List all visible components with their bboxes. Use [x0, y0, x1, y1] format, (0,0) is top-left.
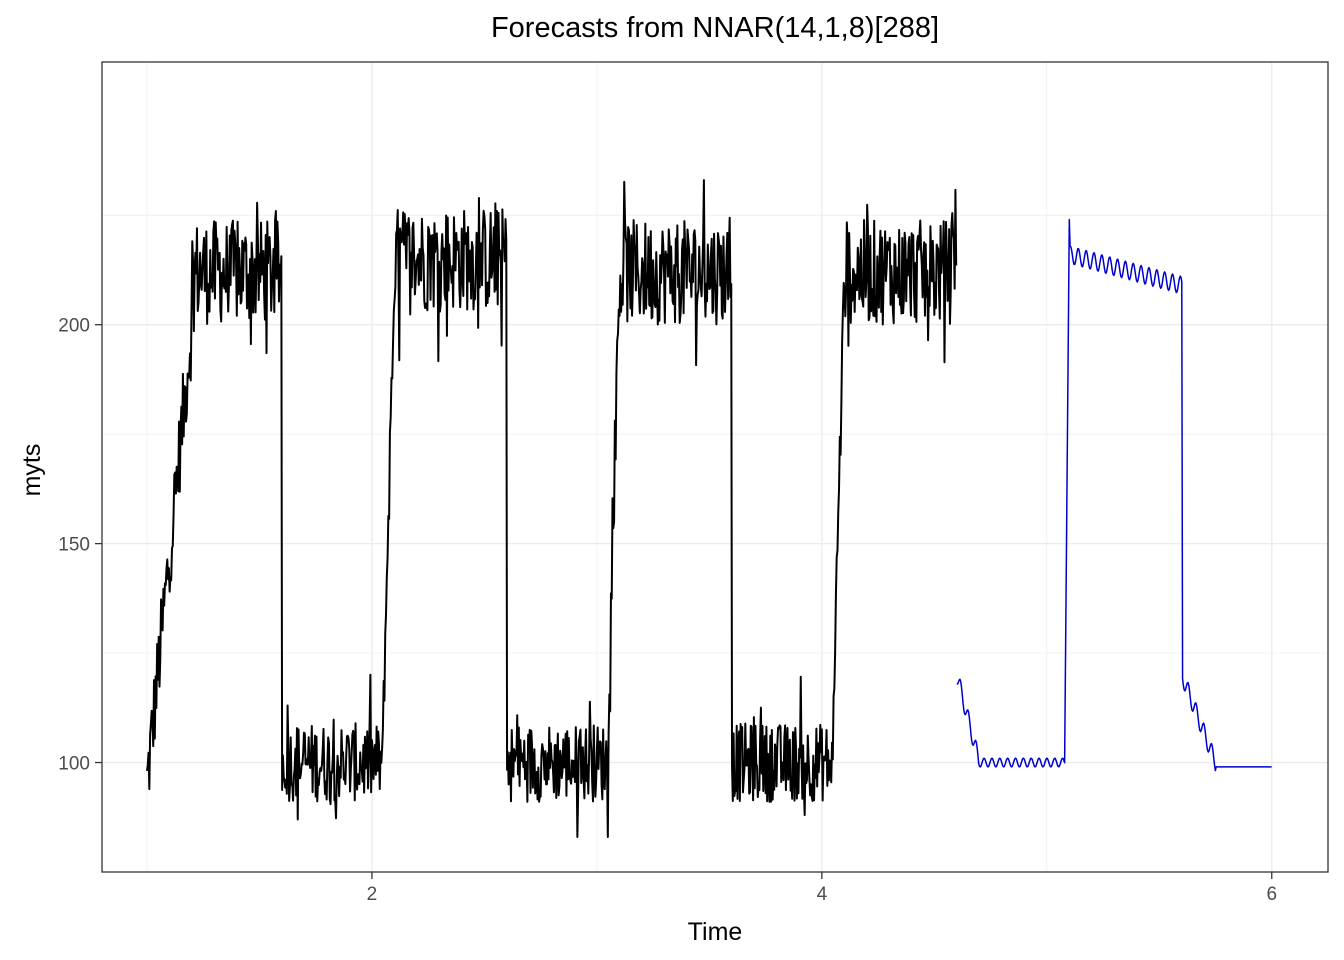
- minor-gridlines: [102, 62, 1328, 872]
- x-tick-label: 2: [367, 884, 378, 905]
- x-axis-title: Time: [688, 918, 743, 946]
- series-line-forecast: [956, 218, 1272, 772]
- y-axis-title: myts: [18, 444, 46, 497]
- chart-title: Forecasts from NNAR(14,1,8)[288]: [490, 12, 940, 44]
- x-tick-label: 6: [1266, 884, 1277, 905]
- x-axis: 2 4 6: [367, 872, 1277, 905]
- series-line-history: [145, 179, 958, 838]
- major-gridlines: [102, 62, 1328, 872]
- series-layer: [145, 179, 1272, 838]
- y-axis: 100 150 200: [58, 316, 102, 775]
- y-tick-label: 100: [58, 754, 90, 775]
- y-tick-label: 150: [58, 535, 90, 556]
- y-tick-label: 200: [58, 316, 90, 337]
- x-tick-label: 4: [817, 884, 828, 905]
- panel-border: [101, 61, 1329, 873]
